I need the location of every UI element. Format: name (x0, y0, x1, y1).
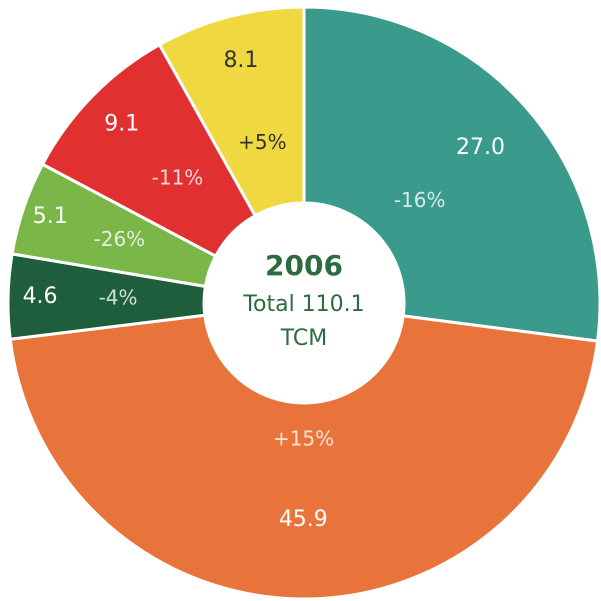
value-label: 5.1 (33, 204, 68, 229)
center-hole (206, 205, 402, 401)
change-label: +15% (273, 426, 334, 450)
value-label: 8.1 (223, 48, 258, 73)
value-label: 4.6 (23, 284, 58, 309)
slice (302, 5, 601, 343)
center-line: TCM (280, 326, 328, 351)
change-label: -11% (152, 166, 204, 190)
value-label: 45.9 (279, 507, 328, 532)
change-label: -4% (99, 285, 138, 309)
slice (157, 5, 306, 218)
change-label: -26% (94, 227, 146, 251)
value-label: 27.0 (456, 135, 505, 160)
center-title: 2006 (265, 249, 343, 282)
slice (40, 42, 258, 259)
value-label: 9.1 (104, 112, 139, 137)
change-label: -16% (394, 188, 446, 212)
slice (8, 313, 600, 601)
change-label: +5% (238, 130, 287, 154)
center-line: Total 110.1 (242, 292, 364, 317)
